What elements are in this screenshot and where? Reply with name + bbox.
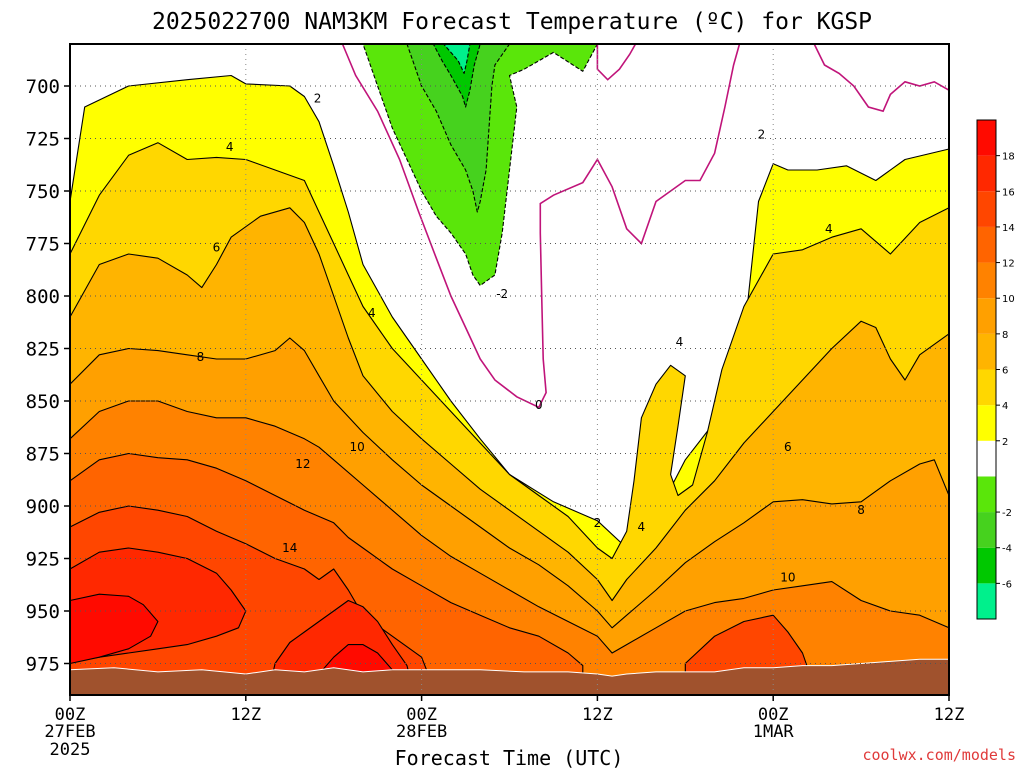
contour-label: 4: [676, 335, 684, 349]
colorbar-label: 14: [1002, 223, 1015, 234]
temperature-band--4: [406, 43, 511, 213]
chart-title: 2025022700 NAM3KM Forecast Temperature (…: [152, 9, 872, 35]
colorbar-label: -6: [1002, 579, 1012, 590]
colorbar-swatch: [977, 226, 996, 263]
contour-label: 10: [349, 440, 364, 454]
contour-label: 4: [226, 140, 234, 154]
y-tick-label: 950: [26, 601, 60, 623]
x-tick-label: 00Z: [55, 705, 86, 725]
contour-label: 8: [857, 503, 865, 517]
plot-frame: [69, 43, 950, 696]
colorbar-swatch: [977, 405, 996, 441]
colorbar-label: 6: [1002, 366, 1008, 377]
colorbar-label: 4: [1002, 401, 1008, 412]
y-tick-label: 725: [26, 129, 60, 151]
contour-label: 2: [314, 92, 322, 106]
colorbar-swatch: [977, 262, 996, 299]
contour-label: 8: [197, 350, 205, 364]
colorbar-swatch: [977, 155, 996, 192]
colorbar-swatch: [977, 369, 996, 406]
y-tick-label: 975: [26, 654, 60, 676]
colorbar-swatch: [977, 191, 996, 227]
y-tick-label: 850: [26, 391, 60, 413]
ground-fill: [69, 658, 950, 696]
temperature-band-18: [69, 593, 159, 665]
y-tick-label: 750: [26, 181, 60, 203]
contour-label: 2: [594, 516, 602, 530]
colorbar-label: 8: [1002, 330, 1008, 341]
contour-label: 12: [295, 457, 310, 471]
contour-label: 6: [213, 241, 221, 255]
x-tick-label: 12Z: [934, 705, 965, 725]
contour-labels: 2 4 6 8 4 -2 0 10 12 14 2 4 4 2 4 6 8 10: [197, 92, 865, 585]
colorbar-swatch: [977, 547, 996, 584]
x-tick-label: 00Z: [758, 705, 789, 725]
colorbar-swatch: [977, 583, 996, 619]
zero-isotherm-line: [813, 43, 950, 113]
x-tick-label: 12Z: [582, 705, 613, 725]
colorbar-label: 16: [1002, 187, 1015, 198]
colorbar-label: 12: [1002, 259, 1015, 270]
colorbar-swatch: [977, 476, 996, 513]
y-tick-label: 875: [26, 444, 60, 466]
colorbar-swatch: [977, 512, 996, 548]
contour-label: 0: [535, 398, 543, 412]
y-tick-label: 900: [26, 496, 60, 518]
colorbar-swatch: [977, 440, 996, 477]
colorbar-label: -2: [1002, 508, 1012, 519]
colorbar-label: 10: [1002, 294, 1015, 305]
colorbar-swatch: [977, 333, 996, 370]
y-tick-label: 800: [26, 286, 60, 308]
contour-label: 4: [825, 222, 833, 236]
colorbar-label: -4: [1002, 544, 1012, 555]
contour-label: 10: [780, 570, 795, 584]
contour-label: 14: [282, 541, 297, 555]
contour-label: -2: [496, 287, 508, 301]
y-tick-label: 825: [26, 339, 60, 361]
y-tick-label: 925: [26, 549, 60, 571]
x-tick-date-label: 27FEB: [44, 722, 95, 742]
temperature-band--6: [432, 43, 481, 108]
colorbar-label: 18: [1002, 152, 1015, 163]
contour-label: 4: [638, 520, 646, 534]
credit-text: coolwx.com/models: [862, 746, 1016, 764]
colorbar-label: 2: [1002, 437, 1008, 448]
contour-label: 4: [368, 306, 376, 320]
x-tick-year-label: 2025: [50, 740, 91, 760]
y-axis: 700 725 750 775 800 825 850 875 900 925 950 975: [26, 76, 70, 676]
x-tick-label: 12Z: [230, 705, 261, 725]
contour-label: 2: [758, 127, 766, 141]
temperature-bands: [69, 43, 950, 696]
y-tick-label: 700: [26, 76, 60, 98]
x-axis-label: Forecast Time (UTC): [395, 746, 624, 768]
zero-isotherm-line: [341, 43, 741, 409]
x-tick-label: 00Z: [406, 705, 437, 725]
plot-area: 2 4 6 8 4 -2 0 10 12 14 2 4 4 2 4 6 8 10: [69, 43, 950, 696]
contour-label: 6: [784, 440, 792, 454]
ground-terrain: [69, 658, 950, 696]
x-tick-date-label: 28FEB: [396, 722, 447, 742]
y-tick-label: 775: [26, 234, 60, 256]
colorbar-swatch: [977, 120, 996, 156]
colorbar-swatch: [977, 298, 996, 334]
colorbar: -6 -4 -2 2 4 6 8 10 12 14 16 18: [976, 119, 1015, 620]
x-tick-date-label: 1MAR: [753, 722, 795, 742]
